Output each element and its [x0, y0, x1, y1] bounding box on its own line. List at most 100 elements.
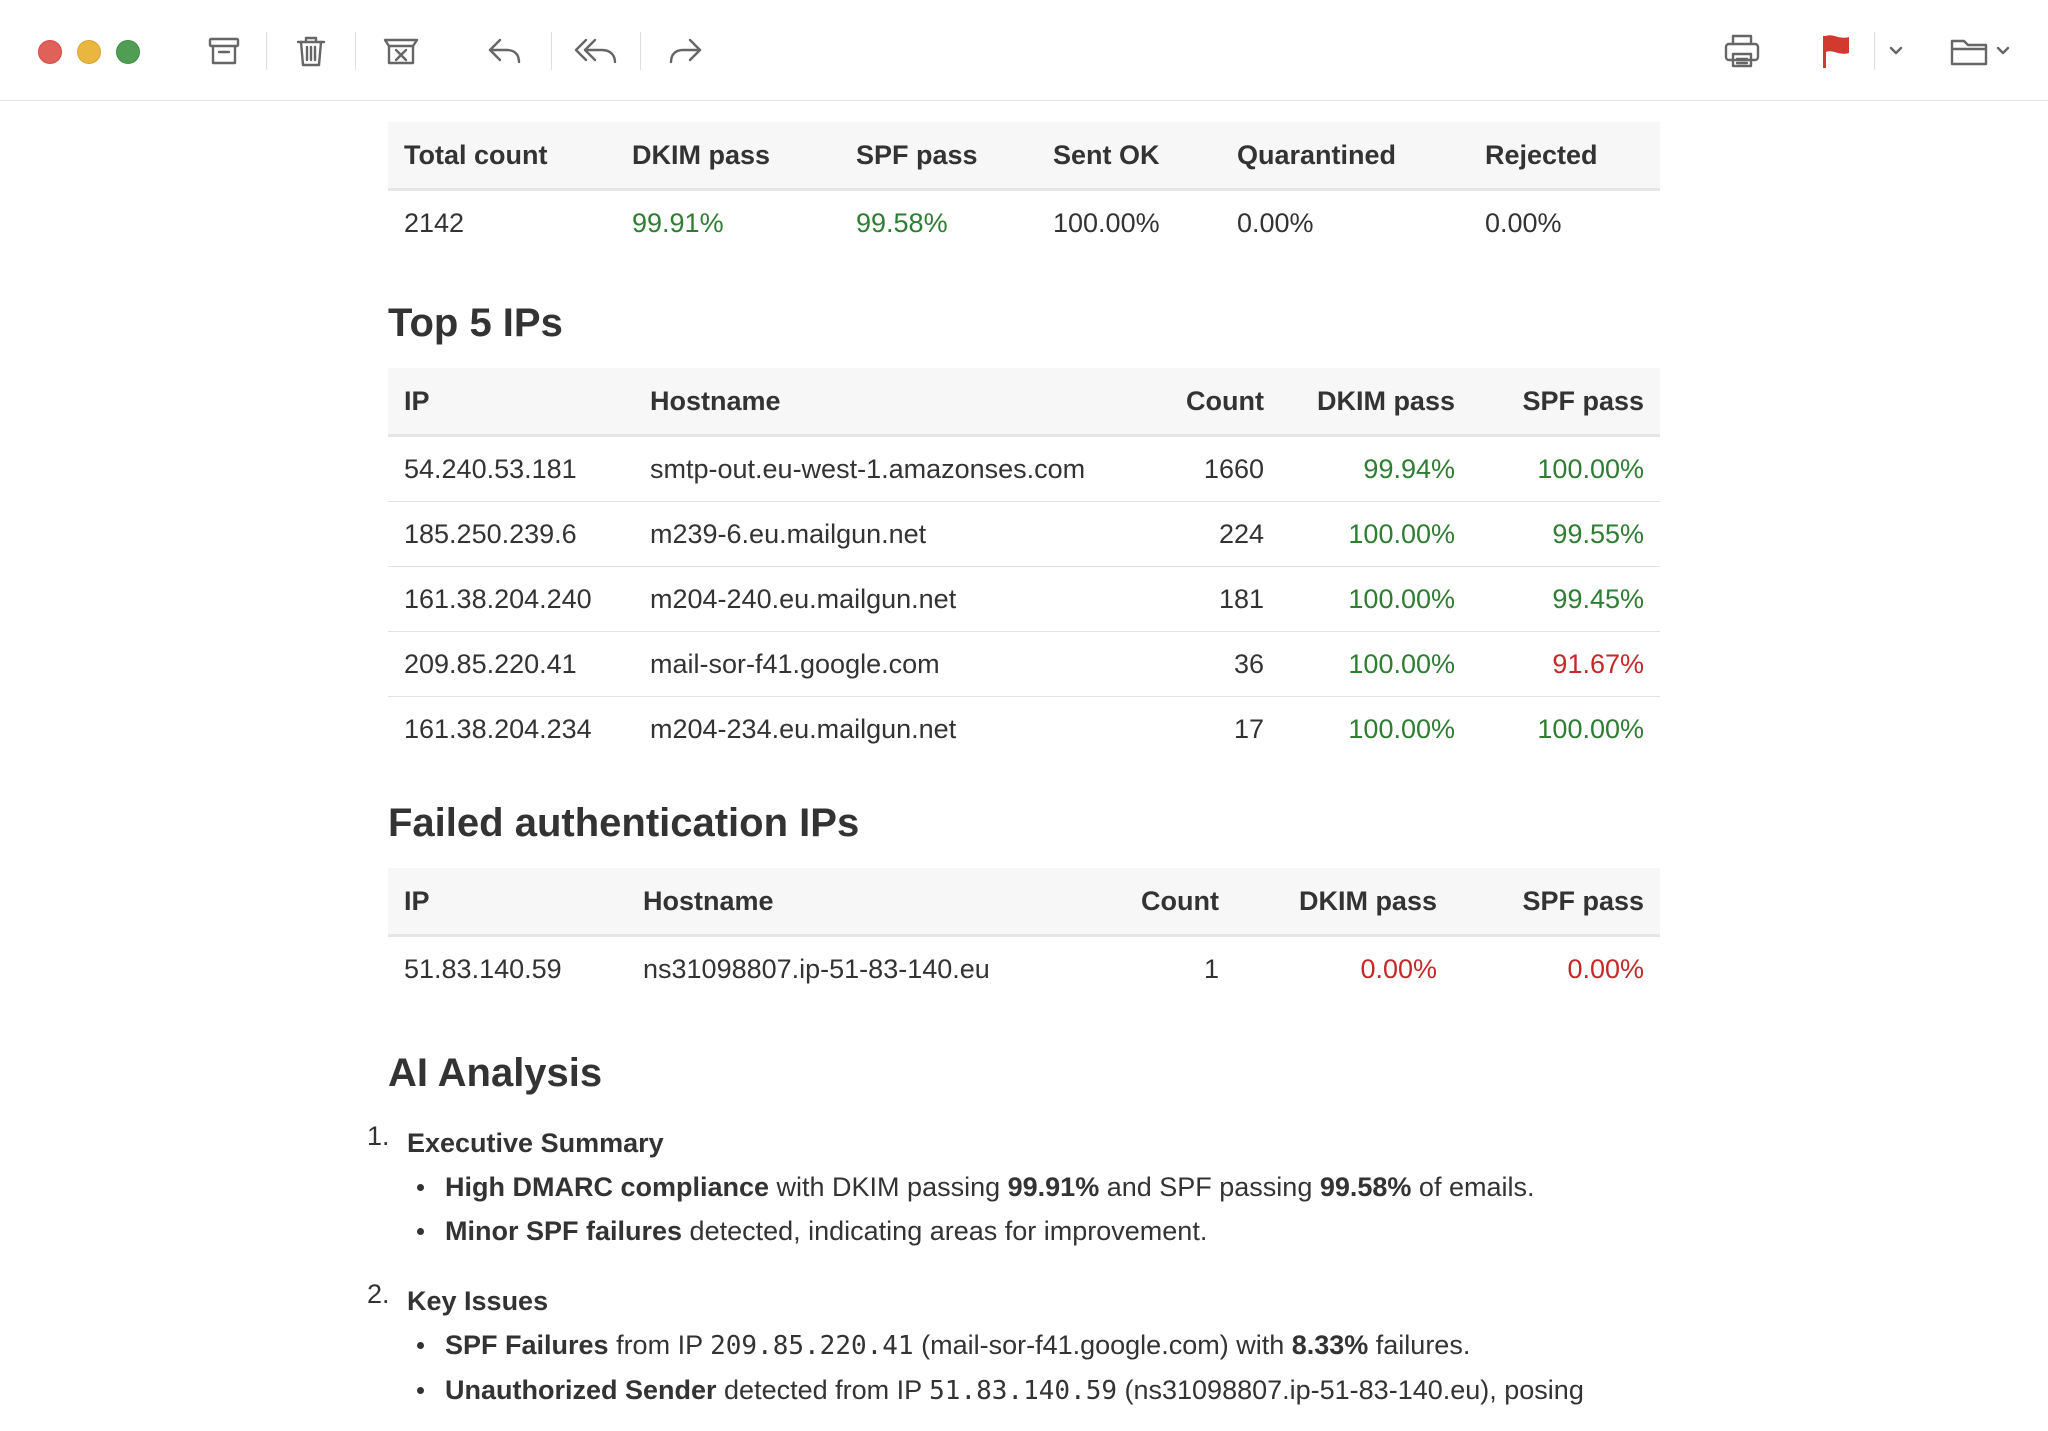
table-header-row: IP Hostname Count DKIM pass SPF pass — [388, 868, 1660, 937]
summary-table: Total count DKIM pass SPF pass Sent OK Q… — [388, 122, 1660, 255]
move-to-folder-button[interactable] — [1948, 26, 2012, 76]
junk-icon — [383, 38, 419, 65]
column-header: Rejected — [1469, 122, 1660, 191]
junk-button[interactable] — [377, 26, 425, 76]
list-number: 2. — [367, 1279, 390, 1309]
quarantined-cell: 0.00% — [1237, 207, 1314, 238]
spf-pass-cell: 100.00% — [1471, 435, 1660, 502]
spf-pass-cell: 99.55% — [1471, 501, 1660, 567]
analysis-section: 1. Executive Summary High DMARC complian… — [367, 1121, 1660, 1253]
hostname-cell: m239-6.eu.mailgun.net — [634, 501, 1156, 567]
ip-cell: 161.38.204.240 — [388, 566, 634, 632]
dkim-pass-cell: 100.00% — [1280, 631, 1471, 697]
text: from IP — [608, 1330, 711, 1360]
section-heading-top-ips: Top 5 IPs — [388, 301, 563, 345]
dkim-pass-cell: 100.00% — [1348, 713, 1455, 744]
count-cell: 1 — [1203, 953, 1219, 984]
flag-button[interactable] — [1814, 26, 1858, 76]
hostname-cell: smtp-out.eu-west-1.amazonses.com — [634, 435, 1156, 502]
zoom-window-button[interactable] — [116, 40, 140, 64]
count-cell: 36 — [1156, 631, 1280, 697]
table-row: 54.240.53.181 smtp-out.eu-west-1.amazons… — [388, 435, 1660, 502]
spf-pass-cell: 99.45% — [1471, 566, 1660, 632]
reply-icon — [488, 38, 521, 64]
print-button[interactable] — [1718, 26, 1766, 76]
text: with DKIM passing — [769, 1172, 1008, 1202]
flag-menu-button[interactable] — [1884, 26, 1908, 76]
bullet-list: SPF Failures from IP 209.85.220.41 (mail… — [407, 1323, 1660, 1413]
bold-text: SPF Failures — [445, 1330, 609, 1360]
ip-cell: 54.240.53.181 — [388, 435, 634, 502]
count-cell: 1660 — [1156, 435, 1280, 502]
list-item: Minor SPF failures detected, indicating … — [407, 1209, 1660, 1253]
toolbar — [0, 0, 2048, 101]
text: detected from IP — [716, 1375, 930, 1405]
trash-icon — [296, 36, 326, 67]
bold-text: Unauthorized Sender — [445, 1375, 717, 1405]
analysis-section: 2. Key Issues SPF Failures from IP 209.8… — [367, 1279, 1660, 1413]
table-header-row: Total count DKIM pass SPF pass Sent OK Q… — [388, 122, 1660, 191]
sent-ok-cell: 100.00% — [1053, 207, 1160, 238]
table-row: 161.38.204.234 m204-234.eu.mailgun.net 1… — [388, 697, 1660, 762]
count-cell: 17 — [1233, 713, 1264, 744]
column-header: SPF pass — [840, 122, 1037, 191]
reply-all-button[interactable] — [570, 26, 622, 76]
archive-icon — [208, 37, 240, 65]
text: and SPF passing — [1099, 1172, 1320, 1202]
column-header: Count — [1111, 868, 1235, 937]
bold-text: Minor SPF failures — [445, 1216, 683, 1246]
column-header: Quarantined — [1221, 122, 1469, 191]
spf-pass-cell: 100.00% — [1537, 713, 1644, 744]
list-number: 1. — [367, 1121, 390, 1151]
hostname-cell: ns31098807.ip-51-83-140.eu — [643, 953, 990, 984]
count-cell: 224 — [1156, 501, 1280, 567]
rejected-cell: 0.00% — [1485, 207, 1562, 238]
section-heading-failed-ips: Failed authentication IPs — [388, 801, 860, 845]
hostname-cell: m204-240.eu.mailgun.net — [634, 566, 1156, 632]
list-item: SPF Failures from IP 209.85.220.41 (mail… — [407, 1323, 1660, 1368]
analysis-section-title: Key Issues — [407, 1286, 549, 1316]
print-icon — [1724, 34, 1760, 68]
table-row: 209.85.220.41 mail-sor-f41.google.com 36… — [388, 631, 1660, 697]
ip-cell: 161.38.204.234 — [404, 713, 592, 744]
table-row: 51.83.140.59 ns31098807.ip-51-83-140.eu … — [388, 936, 1660, 1002]
archive-button[interactable] — [200, 26, 248, 76]
spf-pass-cell: 0.00% — [1567, 953, 1644, 984]
dkim-pass-cell: 100.00% — [1280, 501, 1471, 567]
dkim-pass-cell: 99.94% — [1280, 435, 1471, 502]
reply-button[interactable] — [480, 26, 528, 76]
column-header: IP — [388, 868, 627, 937]
column-header: SPF pass — [1471, 368, 1660, 437]
text: of emails. — [1411, 1172, 1535, 1202]
ip-code: 51.83.140.59 — [929, 1376, 1117, 1406]
bold-text: 99.58% — [1319, 1172, 1412, 1202]
message-body: Total count DKIM pass SPF pass Sent OK Q… — [367, 101, 1660, 1413]
list-item: High DMARC compliance with DKIM passing … — [407, 1165, 1660, 1209]
text: (ns31098807.ip-51-83-140.eu), posing — [1117, 1375, 1584, 1405]
text: detected, indicating areas for improveme… — [682, 1216, 1208, 1246]
bullet-list: High DMARC compliance with DKIM passing … — [407, 1165, 1660, 1253]
delete-button[interactable] — [287, 26, 335, 76]
table-header-row: IP Hostname Count DKIM pass SPF pass — [388, 368, 1660, 437]
column-header: DKIM pass — [1235, 868, 1453, 937]
minimize-window-button[interactable] — [77, 40, 101, 64]
ip-cell: 209.85.220.41 — [388, 631, 634, 697]
text: failures. — [1368, 1330, 1471, 1360]
chevron-down-icon — [1889, 46, 1903, 55]
column-header: Total count — [388, 122, 616, 191]
ip-cell: 185.250.239.6 — [388, 501, 634, 567]
reply-all-icon — [574, 38, 617, 64]
forward-button[interactable] — [662, 26, 710, 76]
count-cell: 181 — [1156, 566, 1280, 632]
bold-text: High DMARC compliance — [445, 1172, 770, 1202]
table-row: 161.38.204.240 m204-240.eu.mailgun.net 1… — [388, 566, 1660, 632]
forward-icon — [669, 38, 702, 64]
close-window-button[interactable] — [38, 40, 62, 64]
top-ips-table: IP Hostname Count DKIM pass SPF pass 54.… — [388, 368, 1660, 761]
hostname-cell: m204-234.eu.mailgun.net — [650, 713, 957, 744]
dkim-pass-cell: 99.91% — [632, 207, 724, 238]
table-row: 2142 99.91% 99.58% 100.00% 0.00% 0.00% — [388, 190, 1660, 256]
flag-icon — [1823, 35, 1849, 68]
chevron-down-icon — [1996, 46, 2010, 55]
